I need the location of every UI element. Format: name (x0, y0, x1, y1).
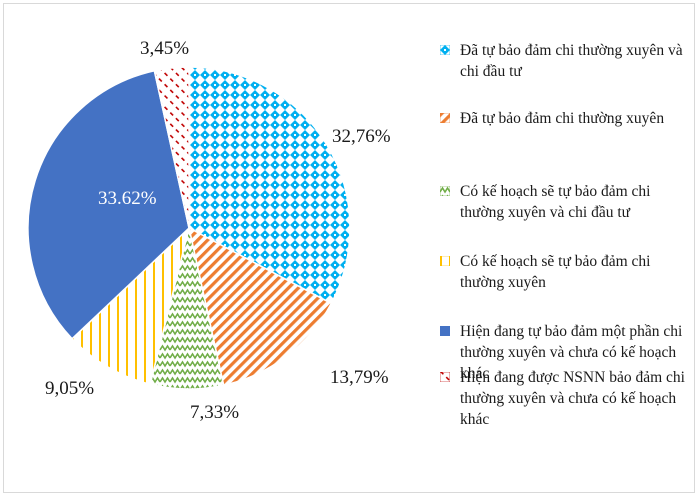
data-label-6: 3,45% (140, 38, 189, 59)
legend-swatch-6 (440, 372, 450, 382)
legend-label-4: Có kế hoạch sẽ tự bảo đảm chi thường xuy… (460, 253, 651, 291)
pie-slice-2 (187, 226, 333, 387)
chart-frame (3, 3, 695, 493)
legend-label-5: Hiện đang tự bảo đảm một phần chi thường… (460, 323, 683, 382)
legend-swatch-5 (440, 326, 450, 336)
legend-swatch-3 (440, 186, 450, 196)
pie-slice-4 (71, 225, 191, 386)
legend-swatch-2 (440, 113, 450, 123)
data-label-2: 13,79% (330, 367, 389, 388)
legend-label-1: Đã tự bảo đảm chi thường xuyên và chi đầ… (460, 42, 683, 80)
pie-slice-6 (153, 66, 190, 229)
data-label-1: 32,76% (332, 126, 391, 147)
legend-label-3: Có kế hoạch sẽ tự bảo đảm chi thường xuy… (460, 183, 651, 221)
data-label-5: 33.62% (98, 188, 157, 209)
data-label-3: 7,33% (190, 402, 239, 423)
data-label-4: 9,05% (45, 378, 94, 399)
pie-chart: 32,76% 13,79% 7,33% 9,05% 33.62% 3,45% (27, 38, 391, 423)
pie-slice-1 (188, 66, 351, 305)
legend-label-2: Đã tự bảo đảm chi thường xuyên (460, 110, 665, 127)
legend-swatch-4 (440, 256, 450, 266)
legend-label-6: Hiện đang được NSNN bảo đảm chi thường x… (460, 369, 685, 428)
legend-swatch-1 (440, 45, 450, 55)
pie-slice-5 (27, 69, 190, 340)
